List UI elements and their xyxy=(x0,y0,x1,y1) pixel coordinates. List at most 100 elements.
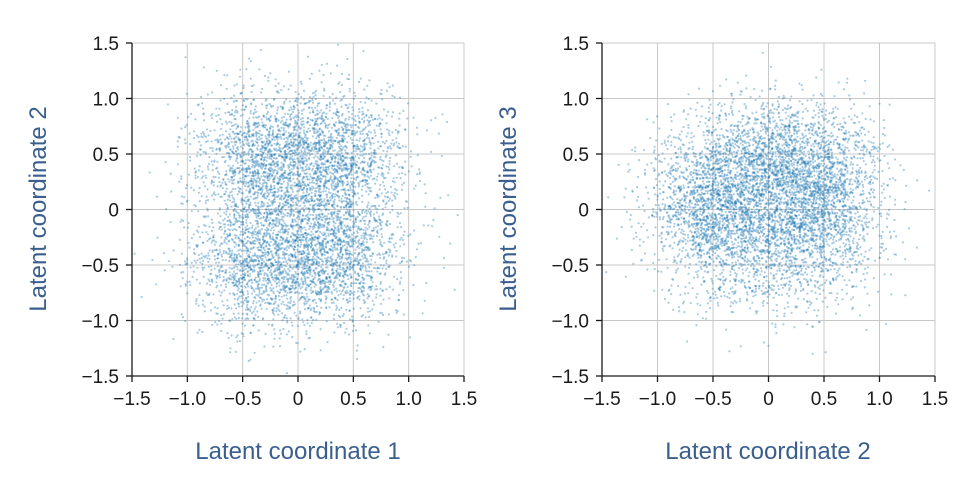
scatter-point xyxy=(269,265,273,268)
scatter-point xyxy=(290,132,293,135)
scatter-point xyxy=(381,213,384,217)
scatter-point xyxy=(315,215,318,218)
scatter-point xyxy=(325,261,328,264)
scatter-point xyxy=(350,233,353,236)
scatter-point xyxy=(377,320,380,323)
scatter-point xyxy=(292,177,295,180)
scatter-point xyxy=(219,127,223,130)
scatter-point xyxy=(378,117,381,120)
scatter-point xyxy=(267,248,271,251)
scatter-point xyxy=(266,156,269,159)
scatter-point xyxy=(250,177,253,180)
scatter-point xyxy=(186,226,189,229)
scatter-point xyxy=(202,150,205,153)
scatter-point xyxy=(282,300,285,303)
scatter-point xyxy=(391,111,394,114)
scatter-point xyxy=(357,197,361,200)
scatter-point xyxy=(272,98,276,101)
scatter-point xyxy=(206,239,209,243)
scatter-point xyxy=(202,119,206,122)
scatter-point xyxy=(338,264,341,267)
scatter-point xyxy=(295,238,298,241)
scatter-point xyxy=(273,280,277,283)
scatter-point xyxy=(199,95,203,99)
scatter-point xyxy=(333,280,336,283)
scatter-point xyxy=(301,124,304,127)
scatter-point xyxy=(273,153,277,156)
scatter-point xyxy=(267,219,270,222)
scatter-point xyxy=(236,265,239,269)
scatter-point xyxy=(251,234,254,237)
scatter-point xyxy=(310,321,313,324)
scatter-point xyxy=(284,172,287,175)
scatter-point xyxy=(361,293,365,296)
scatter-point xyxy=(303,136,306,139)
scatter-point xyxy=(193,251,196,255)
scatter-point xyxy=(366,170,369,173)
scatter-point xyxy=(226,207,229,210)
scatter-point xyxy=(285,142,288,146)
scatter-point xyxy=(248,171,251,174)
scatter-point xyxy=(378,272,381,275)
scatter-point xyxy=(196,176,199,179)
scatter-point xyxy=(275,161,278,164)
scatter-point xyxy=(337,294,340,297)
scatter-point xyxy=(365,241,368,244)
scatter-point xyxy=(342,229,345,232)
scatter-point xyxy=(385,139,388,143)
scatter-point xyxy=(237,263,240,266)
scatter-point xyxy=(299,182,302,185)
scatter-point xyxy=(242,144,245,147)
scatter-point xyxy=(358,251,361,255)
scatter-point xyxy=(238,255,242,258)
scatter-point xyxy=(335,287,338,290)
scatter-point xyxy=(274,117,277,120)
scatter-point xyxy=(376,194,379,197)
scatter-point xyxy=(328,101,332,104)
scatter-point xyxy=(293,311,296,314)
scatter-point xyxy=(235,99,238,102)
scatter-point xyxy=(385,89,388,92)
scatter-point xyxy=(353,130,356,133)
scatter-point xyxy=(294,134,298,137)
scatter-point xyxy=(218,172,221,175)
scatter-point xyxy=(396,215,399,218)
scatter-point xyxy=(233,94,236,97)
scatter-point xyxy=(271,161,274,164)
scatter-point xyxy=(232,137,235,140)
scatter-point xyxy=(306,300,309,303)
scatter-point xyxy=(180,177,183,180)
scatter-point xyxy=(301,285,304,288)
scatter-point xyxy=(348,90,351,93)
scatter-point xyxy=(355,147,358,150)
scatter-point xyxy=(265,146,268,149)
scatter-point xyxy=(355,178,358,181)
scatter-point xyxy=(287,151,290,154)
scatter-point xyxy=(193,167,196,170)
scatter-point xyxy=(172,337,175,340)
scatter-point xyxy=(418,179,421,183)
scatter-point xyxy=(264,135,267,138)
scatter-point xyxy=(335,136,338,140)
scatter-point xyxy=(204,135,208,138)
scatter-point xyxy=(247,158,250,162)
scatter-point xyxy=(269,269,273,272)
scatter-point xyxy=(388,134,391,137)
scatter-point xyxy=(223,199,226,202)
scatter-point xyxy=(247,174,250,177)
scatter-point xyxy=(329,161,333,164)
scatter-point xyxy=(348,252,351,255)
scatter-point xyxy=(302,175,305,178)
scatter-point xyxy=(362,50,365,53)
scatter-point xyxy=(245,167,248,170)
scatter-point xyxy=(279,121,282,124)
scatter-point xyxy=(251,224,254,227)
scatter-point xyxy=(356,210,360,213)
scatter-point xyxy=(218,320,221,323)
scatter-point xyxy=(301,282,304,286)
scatter-point xyxy=(214,176,217,179)
scatter-point xyxy=(292,134,295,137)
scatter-point xyxy=(235,135,238,138)
scatter-point xyxy=(414,255,417,259)
scatter-point xyxy=(265,124,268,127)
